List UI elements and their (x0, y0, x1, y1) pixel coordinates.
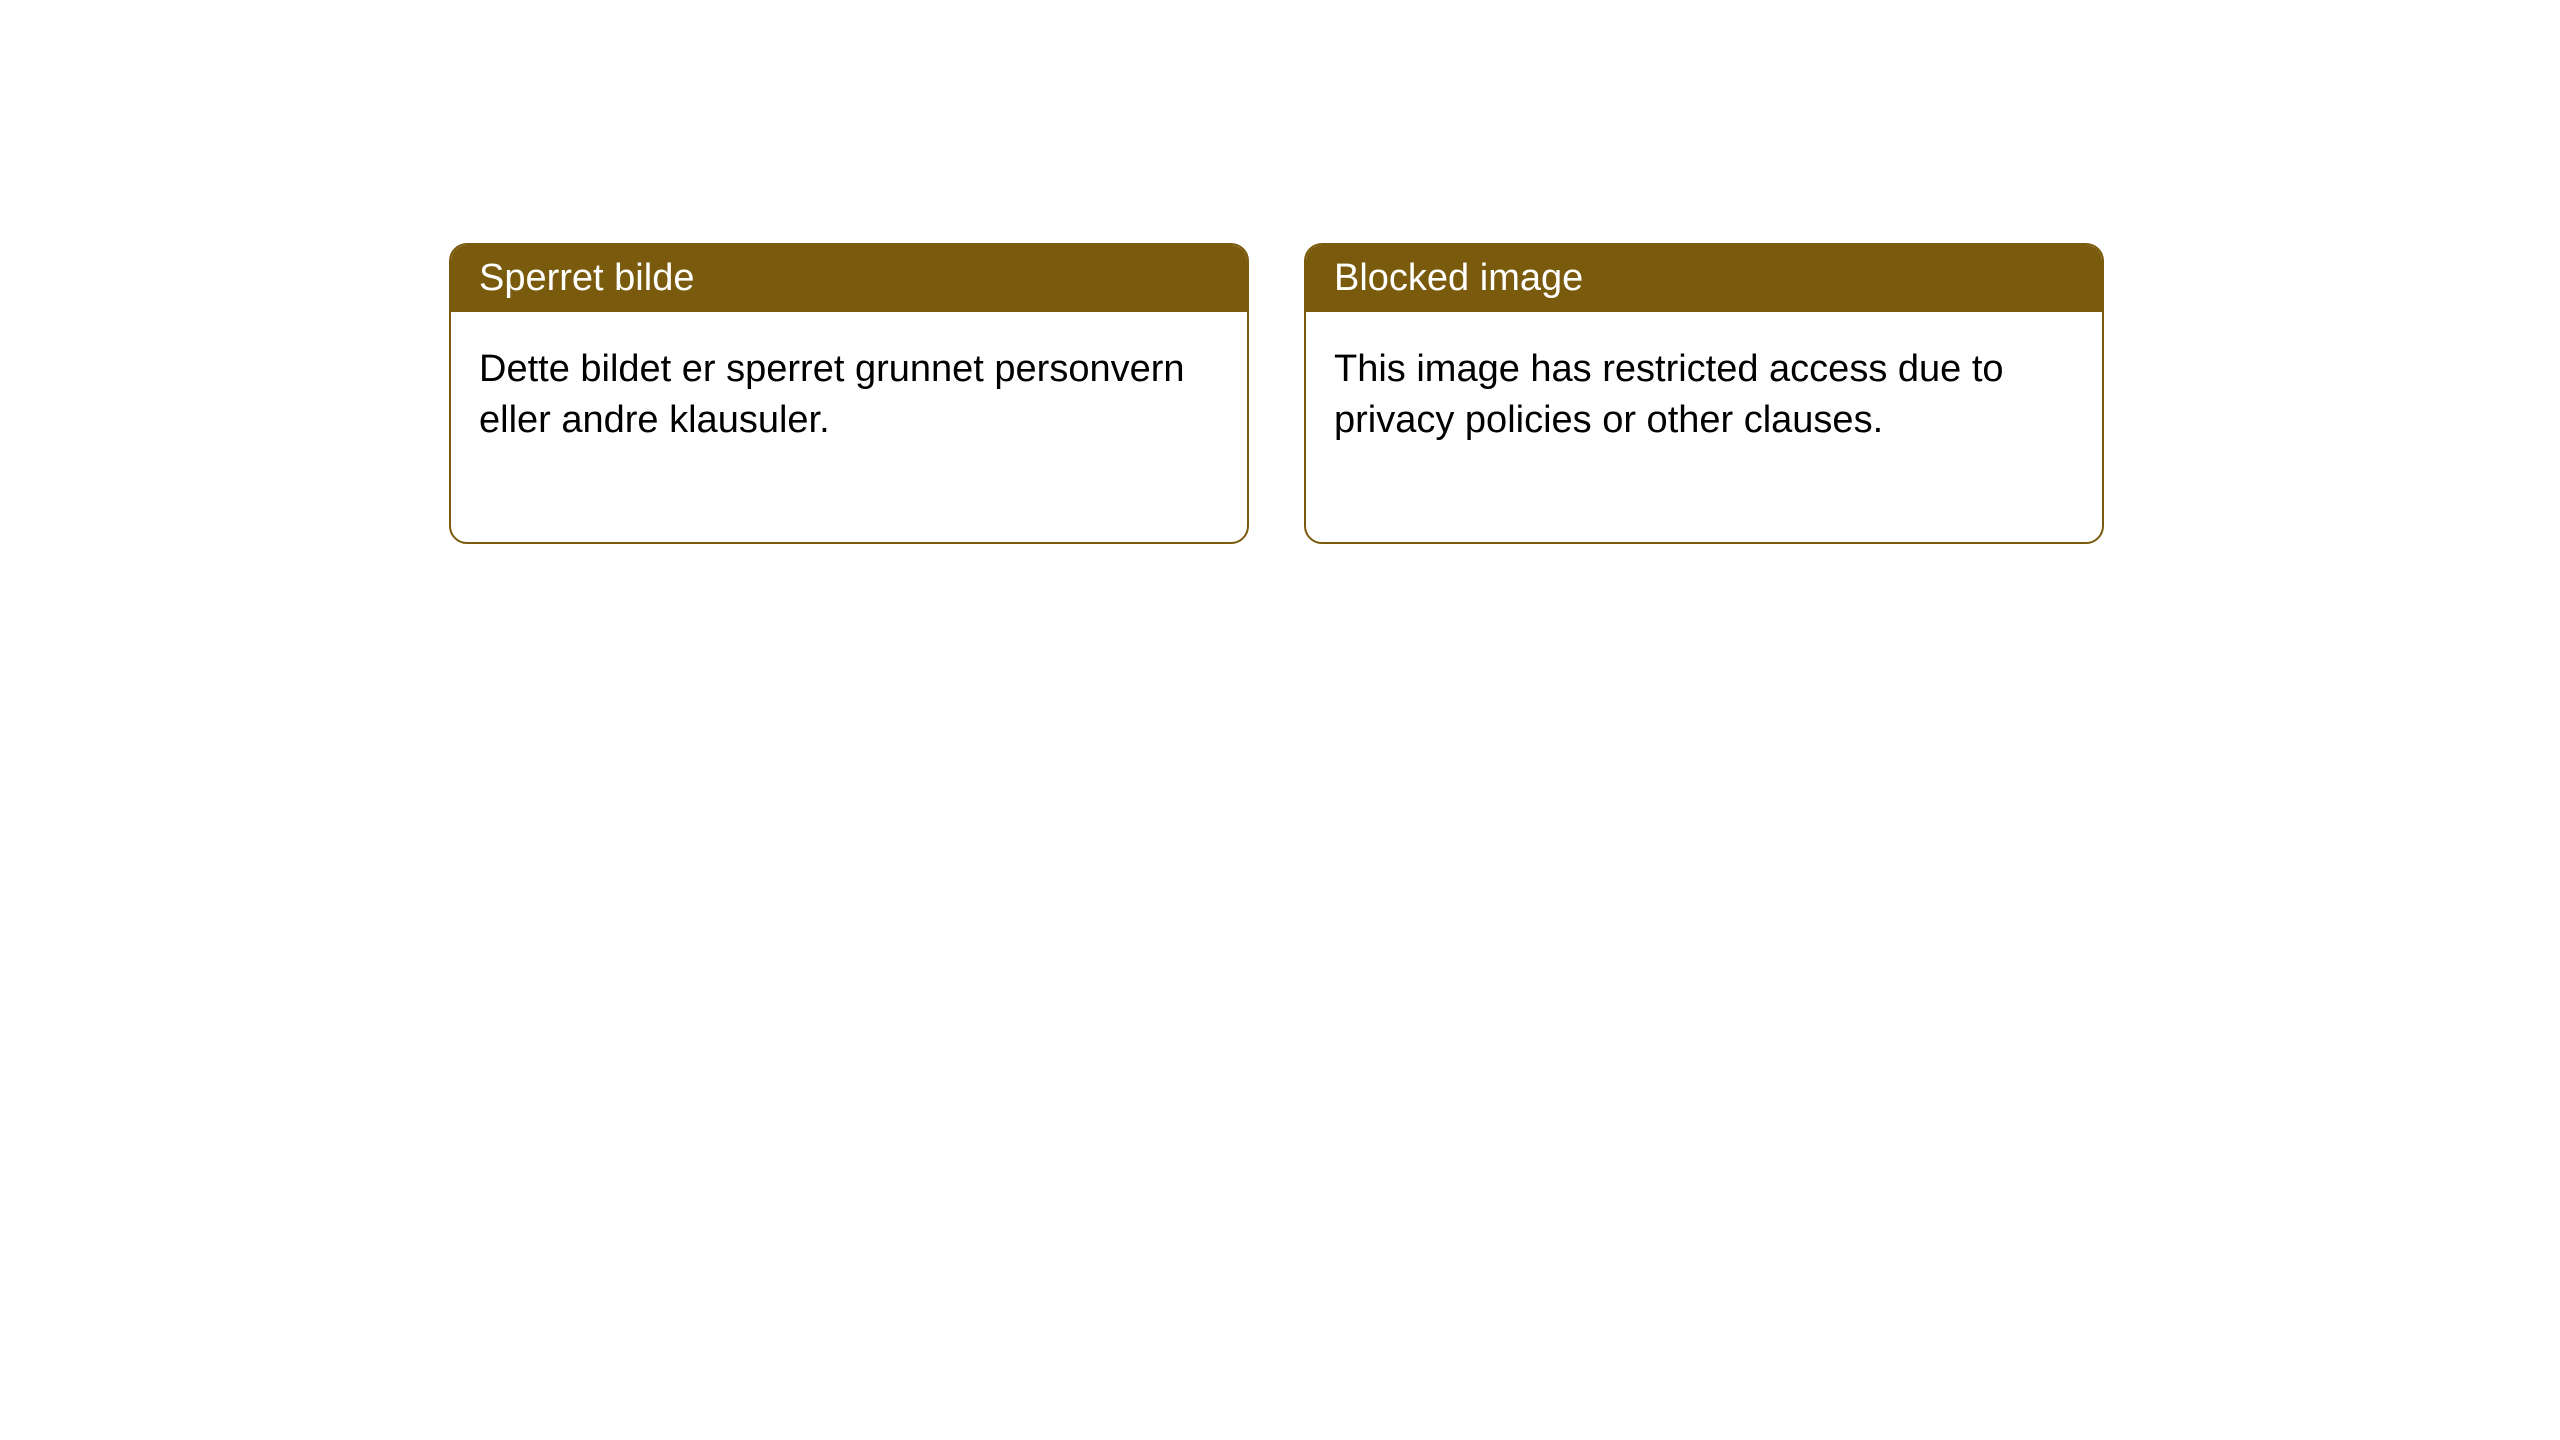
card-body: This image has restricted access due to … (1306, 312, 2102, 542)
blocked-image-card-en: Blocked image This image has restricted … (1304, 243, 2104, 544)
card-body: Dette bildet er sperret grunnet personve… (451, 312, 1247, 542)
blocked-image-card-no: Sperret bilde Dette bildet er sperret gr… (449, 243, 1249, 544)
card-body-text: Dette bildet er sperret grunnet personve… (479, 348, 1185, 441)
card-body-text: This image has restricted access due to … (1334, 348, 2004, 441)
notice-container: Sperret bilde Dette bildet er sperret gr… (449, 243, 2104, 544)
card-header: Sperret bilde (451, 245, 1247, 312)
card-title: Blocked image (1334, 257, 1583, 299)
card-title: Sperret bilde (479, 257, 694, 299)
card-header: Blocked image (1306, 245, 2102, 312)
